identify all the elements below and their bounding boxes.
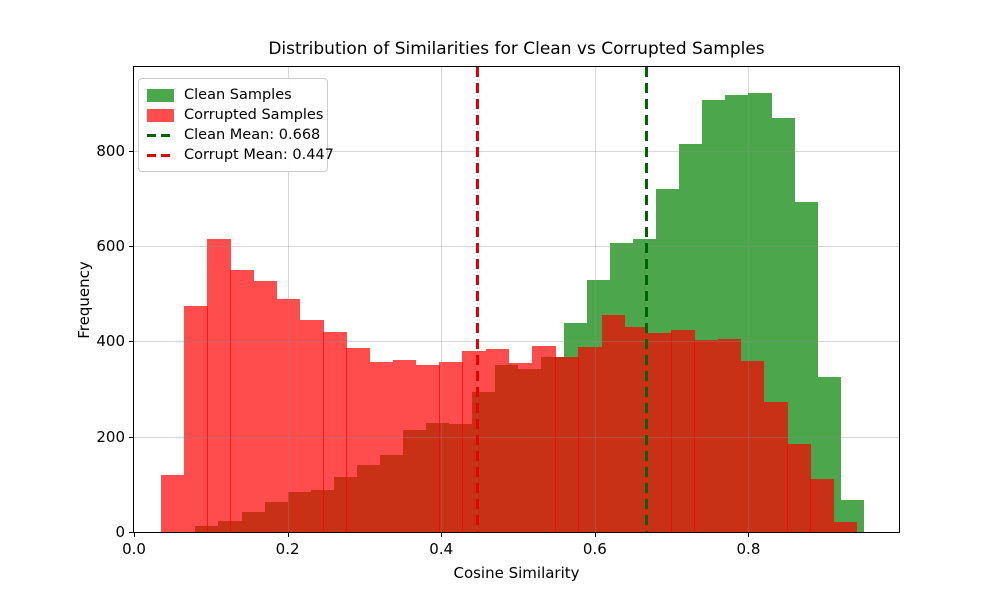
hist-bar-corrupted: [671, 329, 695, 532]
x-tick-label-0.4: 0.4: [429, 540, 454, 558]
x-tick-label-0.8: 0.8: [736, 540, 761, 558]
x-axis-label: Cosine Similarity: [453, 564, 580, 582]
hist-bar-corrupted: [253, 280, 278, 532]
mean-lines-layer: [134, 67, 899, 532]
legend-item-clean-mean: Clean Mean: 0.668: [147, 125, 321, 145]
plot-area: Clean Samples Corrupted Samples Clean Me…: [133, 66, 900, 533]
hist-bar-corrupted: [416, 365, 440, 532]
hist-bar-corrupted: [369, 361, 394, 532]
hist-bar-corrupted: [717, 339, 742, 532]
gridline-x-0.6: [594, 67, 596, 532]
x-tick-label-0.6: 0.6: [582, 540, 607, 558]
hist-bar-corrupted: [392, 360, 417, 532]
y-tick-label-800: 800: [96, 141, 125, 160]
hist-bar-corrupted: [555, 357, 579, 532]
hist-bar-corrupted: [601, 315, 626, 532]
x-tick-mark-0.4: [441, 533, 443, 537]
x-tick-mark-0.0: [134, 533, 135, 537]
y-tick-mark-800: [129, 150, 133, 152]
gridline-y-400: [134, 341, 899, 343]
gridline-y-600: [134, 246, 899, 248]
corrupted-samples-swatch: [147, 108, 174, 122]
y-tick-mark-200: [129, 436, 133, 438]
y-tick-mark-0: [129, 532, 133, 533]
hist-bar-corrupted: [230, 269, 255, 532]
chart-title: Distribution of Similarities for Clean v…: [268, 39, 765, 59]
corrupt-mean-line: [475, 67, 479, 532]
legend-item-clean-samples: Clean Samples: [147, 85, 319, 105]
gridline-x-0.2: [287, 67, 289, 532]
clean-mean-line: [644, 67, 648, 532]
x-tick-mark-0.2: [287, 533, 289, 537]
hist-bar-corrupted: [160, 474, 185, 532]
hist-bar-corrupted: [578, 347, 602, 532]
hist-bar-corrupted: [323, 332, 347, 532]
bars-layer: [134, 67, 899, 532]
legend-item-corrupt-mean: Corrupt Mean: 0.447: [147, 145, 334, 165]
gridline-x-0.8: [748, 67, 750, 532]
hist-bar-corrupted: [694, 340, 718, 532]
y-tick-label-0: 0: [115, 523, 125, 541]
hist-bar-corrupted: [740, 361, 765, 532]
hist-bar-corrupted: [439, 361, 463, 532]
legend-item-corrupted-samples: Corrupted Samples: [147, 105, 323, 125]
hist-bar-corrupted: [810, 479, 834, 532]
hist-bar-corrupted: [485, 349, 510, 532]
hist-bar-corrupted: [833, 521, 858, 532]
clean-samples-swatch: [147, 88, 174, 102]
x-tick-mark-0.6: [594, 533, 596, 537]
hist-bar-corrupted: [532, 346, 556, 532]
x-tick-mark-0.8: [748, 533, 750, 537]
hist-bar-corrupted: [508, 362, 533, 532]
hist-bar-corrupted: [624, 327, 649, 532]
legend: Clean Samples Corrupted Samples Clean Me…: [138, 78, 334, 172]
hist-bar-corrupted: [346, 348, 371, 532]
hist-bar-corrupted: [184, 305, 208, 532]
hist-bar-corrupted: [647, 333, 672, 532]
y-tick-label-200: 200: [96, 427, 125, 446]
hist-bar-corrupted: [462, 350, 487, 532]
hist-bar-corrupted: [787, 443, 811, 532]
hist-bar-corrupted: [763, 401, 788, 532]
legend-label: Corrupted Samples: [184, 107, 324, 123]
corrupt-mean-line-swatch: [147, 153, 174, 157]
x-tick-label-0.2: 0.2: [275, 540, 300, 558]
y-axis-label: Frequency: [75, 261, 93, 339]
gridline-y-800: [134, 150, 899, 152]
legend-label: Clean Mean: 0.668: [184, 127, 321, 143]
grid-layer: [134, 67, 899, 532]
legend-label: Clean Samples: [184, 87, 292, 103]
gridline-x-0.4: [441, 67, 443, 532]
x-tick-label-0.0: 0.0: [122, 540, 146, 558]
hist-bar-corrupted: [207, 239, 231, 532]
clean-mean-line-swatch: [147, 133, 174, 137]
legend-label: Corrupt Mean: 0.447: [184, 147, 334, 163]
y-tick-label-600: 600: [96, 237, 125, 256]
hist-bar-corrupted: [300, 320, 324, 532]
gridline-y-200: [134, 436, 899, 438]
y-tick-label-400: 400: [96, 332, 125, 351]
hist-bar-corrupted: [276, 299, 301, 532]
y-tick-mark-400: [129, 341, 133, 343]
y-tick-mark-600: [129, 246, 133, 248]
